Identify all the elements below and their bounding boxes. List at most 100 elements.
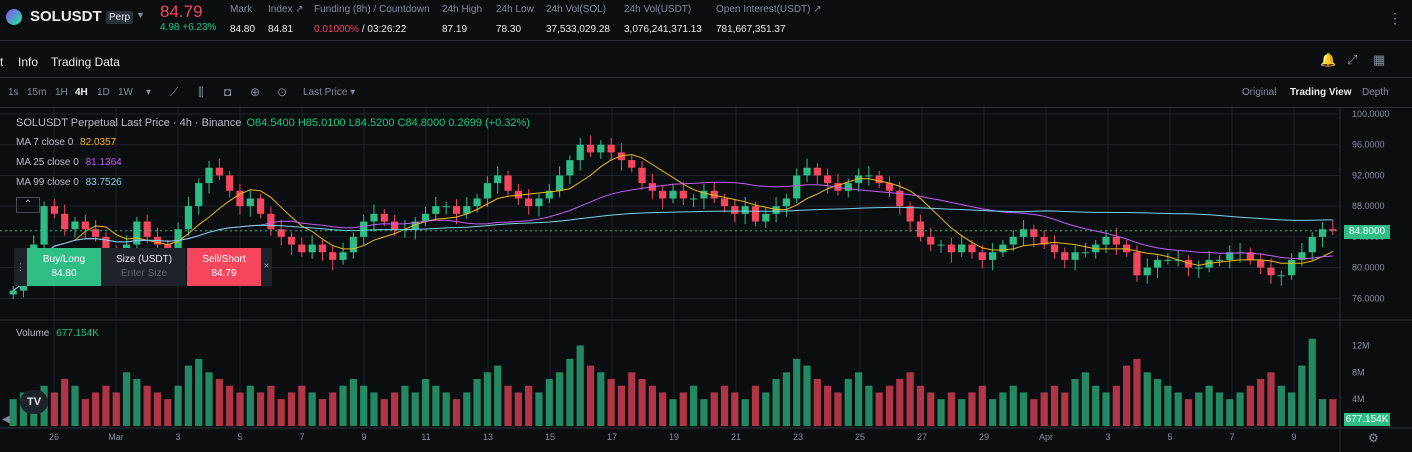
- candle-body: [226, 175, 234, 191]
- candle-body: [184, 206, 193, 230]
- candle-body: [308, 244, 316, 253]
- candle-body: [195, 183, 203, 207]
- volume-bar: [514, 392, 522, 426]
- time-axis-label: 21: [731, 432, 741, 442]
- candle-body: [40, 206, 48, 245]
- stat-label: 24h Low: [496, 4, 534, 15]
- candle-body: [246, 198, 254, 207]
- view-depth[interactable]: Depth: [1362, 87, 1389, 98]
- indicator-icon[interactable]: ⟋: [170, 85, 179, 99]
- candle-body: [854, 175, 863, 184]
- candle-body: [989, 252, 997, 260]
- volume-bar: [525, 385, 533, 426]
- candle-body: [669, 190, 677, 199]
- volume-value: 677.154K: [56, 328, 99, 339]
- volume-bar: [937, 399, 945, 426]
- volume-bar: [916, 385, 925, 426]
- volume-bar: [679, 392, 687, 426]
- view-trading-view[interactable]: Trading View: [1290, 87, 1352, 98]
- volume-bar: [174, 385, 182, 426]
- camera-icon[interactable]: ◘: [224, 85, 232, 99]
- stat-funding: Funding (8h) / Countdown 0.01000% / 03:2…: [314, 4, 430, 35]
- volume-bar: [133, 379, 141, 426]
- candle-body: [607, 144, 615, 153]
- bell-icon[interactable]: 🔔: [1320, 52, 1337, 67]
- candle-body: [1040, 236, 1048, 245]
- more-menu-icon[interactable]: ⋮: [1388, 10, 1402, 26]
- stat-label: Open Interest(USDT) ↗: [716, 4, 822, 15]
- volume-bar: [1267, 372, 1275, 426]
- stat-open-interest[interactable]: Open Interest(USDT) ↗ 781,667,351.37: [716, 4, 822, 35]
- tab-chart[interactable]: t: [0, 55, 4, 69]
- buy-long-button[interactable]: Buy/Long 84.80: [27, 248, 101, 286]
- candle-body: [277, 229, 285, 237]
- volume-bar: [555, 372, 564, 426]
- volume-legend: Volume 677.154K: [16, 328, 99, 339]
- volume-bar: [1133, 358, 1141, 426]
- interval-1w[interactable]: 1W: [118, 87, 133, 98]
- candle-body: [1308, 236, 1316, 253]
- collapse-legend-button[interactable]: ⌃: [16, 197, 40, 213]
- time-axis-label: 3: [175, 432, 180, 442]
- volume-bar: [71, 385, 79, 426]
- candle-body: [803, 167, 811, 176]
- stat-index[interactable]: Index ↗ 84.81: [268, 4, 304, 35]
- interval-15m[interactable]: 15m: [27, 87, 47, 98]
- volume-bar: [483, 372, 492, 426]
- candle-body: [473, 198, 481, 207]
- interval-4h[interactable]: 4H: [75, 87, 88, 98]
- volume-bar: [731, 392, 739, 426]
- size-placeholder: Enter Size: [120, 268, 168, 279]
- time-axis-label: 7: [299, 432, 304, 442]
- interval-dropdown-icon[interactable]: ▾: [146, 87, 152, 98]
- volume-bar: [1092, 385, 1100, 426]
- drag-handle-icon[interactable]: ⋮: [14, 248, 27, 286]
- divider: [0, 107, 1412, 108]
- candle-body: [463, 206, 471, 214]
- volume-bar: [854, 372, 863, 426]
- fullscreen-icon[interactable]: ⤢: [1347, 52, 1358, 67]
- volume-bar: [463, 392, 471, 426]
- symbol-dropdown-icon[interactable]: ▼: [136, 10, 145, 20]
- volume-bar: [236, 392, 244, 426]
- interval-1s[interactable]: 1s: [8, 87, 19, 98]
- sell-short-button[interactable]: Sell/Short 84.79: [187, 248, 261, 286]
- volume-axis-label: 4M: [1352, 394, 1365, 404]
- chart-type-icon[interactable]: ⫼: [198, 85, 204, 99]
- interval-1h[interactable]: 1H: [55, 87, 68, 98]
- volume-bar: [1061, 392, 1069, 426]
- time-axis-label: 9: [1291, 432, 1296, 442]
- stat-value: 87.19: [442, 24, 468, 35]
- chart-settings-icon[interactable]: ⚙: [1368, 431, 1379, 445]
- price-type-label: Last Price: [303, 87, 348, 98]
- interval-1d[interactable]: 1D: [97, 87, 110, 98]
- volume-bar: [545, 379, 553, 426]
- symbol-name[interactable]: SOLUSDT: [30, 8, 102, 25]
- volume-bar: [741, 399, 749, 426]
- grid-layout-icon[interactable]: ▦: [1373, 52, 1386, 67]
- volume-bar: [102, 385, 110, 426]
- close-order-panel-icon[interactable]: ×: [261, 248, 272, 286]
- view-original[interactable]: Original: [1242, 87, 1277, 98]
- volume-label: Volume: [16, 328, 50, 339]
- candle-body: [968, 244, 976, 253]
- volume-bar: [927, 392, 935, 426]
- scroll-left-icon[interactable]: ◀: [2, 414, 10, 425]
- candle-body: [1133, 252, 1141, 276]
- time-axis-label: 13: [483, 432, 493, 442]
- volume-bar: [1164, 385, 1172, 426]
- tab-info[interactable]: Info: [18, 55, 39, 69]
- settings-icon[interactable]: ⊙: [277, 85, 288, 99]
- stat-mark: Mark 84.80: [230, 4, 255, 35]
- tab-trading-data[interactable]: Trading Data: [51, 55, 120, 69]
- add-icon[interactable]: ⊕: [250, 85, 261, 99]
- ma99-value: 83.7526: [85, 177, 122, 188]
- size-input[interactable]: Size (USDT) Enter Size: [102, 248, 186, 286]
- price-type-select[interactable]: Last Price ▾: [303, 87, 356, 98]
- volume-bar: [710, 392, 718, 426]
- volume-bar: [834, 392, 842, 426]
- candle-body: [586, 144, 595, 153]
- sell-price: 84.79: [211, 268, 237, 279]
- candle-body: [782, 198, 791, 207]
- candle-body: [411, 221, 419, 230]
